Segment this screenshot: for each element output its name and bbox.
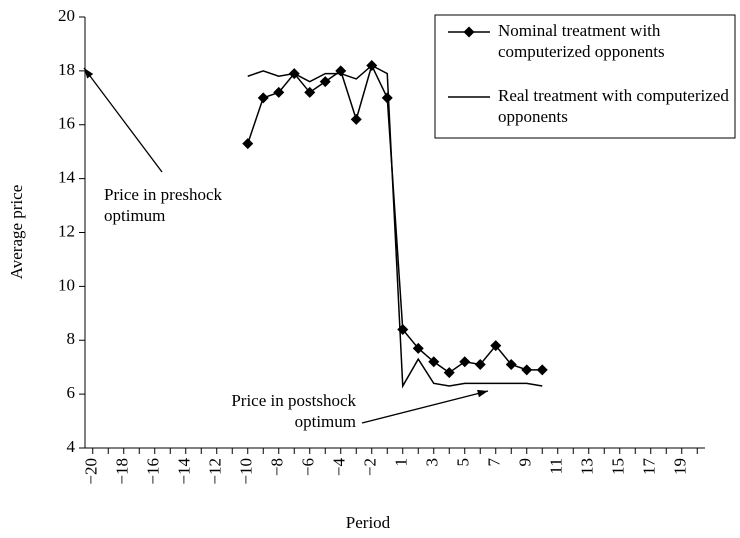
legend-label: Nominal treatment with computerized oppo… bbox=[498, 21, 665, 61]
legend-label: Real treatment with computerized opponen… bbox=[498, 86, 729, 126]
x-axis-title: Period bbox=[346, 513, 391, 532]
x-tick-label: 9 bbox=[516, 458, 535, 467]
y-tick-label: 18 bbox=[58, 60, 75, 79]
x-tick-label: −8 bbox=[268, 458, 287, 476]
annotation-arrow bbox=[361, 390, 489, 424]
legend-marker bbox=[463, 26, 475, 38]
point-marker bbox=[428, 356, 440, 368]
point-marker bbox=[273, 86, 285, 98]
x-tick-label: 5 bbox=[454, 458, 473, 467]
x-tick-label: −4 bbox=[330, 458, 349, 477]
x-tick-label: 13 bbox=[578, 458, 597, 475]
point-marker bbox=[412, 342, 424, 354]
x-tick-label: 3 bbox=[423, 458, 442, 467]
series-line bbox=[247, 63, 543, 374]
x-tick-label: 17 bbox=[640, 458, 659, 476]
point-marker bbox=[257, 92, 269, 104]
x-tick-label: 15 bbox=[609, 458, 628, 475]
x-tick-label: 7 bbox=[485, 458, 504, 467]
y-tick-label: 14 bbox=[58, 168, 76, 187]
y-tick-label: 6 bbox=[67, 383, 76, 402]
x-tick-label: −2 bbox=[361, 458, 380, 476]
annotation-arrow bbox=[83, 67, 163, 173]
series-line bbox=[247, 64, 543, 389]
x-tick-label: −14 bbox=[175, 458, 194, 485]
point-marker bbox=[350, 113, 362, 125]
point-marker bbox=[304, 86, 316, 98]
annotation: Price in preshock optimum bbox=[104, 185, 223, 225]
y-axis-title: Average price bbox=[7, 185, 26, 280]
point-marker bbox=[521, 364, 533, 376]
x-tick-label: −16 bbox=[144, 458, 163, 485]
x-tick-label: −6 bbox=[299, 458, 318, 476]
y-tick-label: 10 bbox=[58, 275, 75, 294]
point-marker bbox=[319, 76, 331, 88]
point-marker bbox=[536, 364, 548, 376]
y-tick-label: 20 bbox=[58, 6, 75, 25]
legend-box bbox=[434, 14, 736, 139]
y-tick-label: 16 bbox=[58, 114, 75, 133]
arrow-head bbox=[477, 389, 488, 398]
point-marker bbox=[242, 138, 254, 150]
point-marker bbox=[459, 356, 471, 368]
y-tick-label: 8 bbox=[67, 329, 76, 348]
point-marker bbox=[381, 92, 393, 104]
x-tick-label: −12 bbox=[206, 458, 225, 485]
point-marker bbox=[505, 358, 517, 370]
arrow-head bbox=[84, 68, 94, 79]
y-tick-label: 12 bbox=[58, 221, 75, 240]
x-tick-label: 1 bbox=[392, 458, 411, 467]
point-marker bbox=[443, 367, 455, 379]
annotation: Price in postshock optimum bbox=[231, 391, 356, 431]
x-tick-label: 19 bbox=[671, 458, 690, 475]
x-tick-label: −18 bbox=[113, 458, 132, 485]
point-marker bbox=[474, 358, 486, 370]
x-tick-label: 11 bbox=[547, 458, 566, 474]
y-tick-label: 4 bbox=[67, 437, 76, 456]
point-marker bbox=[490, 340, 502, 352]
x-tick-label: −20 bbox=[82, 458, 101, 485]
x-tick-label: −10 bbox=[237, 458, 256, 485]
